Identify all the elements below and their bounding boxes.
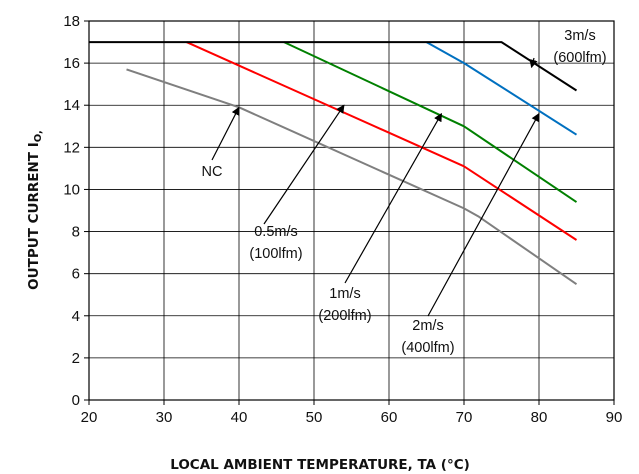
y-axis-title-main: OUTPUT CURRENT I [26,142,42,290]
series-lines [89,41,578,286]
annotation-label: 1m/s (200lfm) [318,286,371,324]
annotation-arrow [427,112,540,317]
series-line-3ms [89,41,578,92]
annotation-label: 3m/s (600lfm) [553,28,606,66]
series-line-05ms [186,41,578,241]
annotation-label-line: 1m/s [329,286,360,302]
y-tick-label: 16 [63,55,80,72]
y-tick-label: 18 [63,13,80,30]
x-tick-label: 90 [606,409,623,426]
annotation-label-line: 0.5m/s [254,224,298,240]
y-tick-label: 12 [63,139,80,156]
plot-border [88,20,615,401]
x-tick-label: 40 [231,409,248,426]
series-line-1ms [283,41,578,203]
x-tick-label: 60 [381,409,398,426]
annotation-label-line: 3m/s [564,28,595,44]
annotation-label: 2m/s (400lfm) [401,318,454,356]
tick-labels: 20 30 40 50 60 70 80 90 0 2 4 6 8 10 12 14 16 18 [63,13,622,426]
annotation-label-line: (100lfm) [249,246,302,262]
annotation-label-line: 2m/s [412,318,443,334]
grid [88,20,615,401]
y-tick-label: 10 [63,181,80,198]
y-tick-label: 2 [72,350,80,367]
annotation-label-line: (400lfm) [401,340,454,356]
annotation-label: NC [202,164,223,180]
series-line-2ms [426,41,578,136]
y-tick-label: 8 [72,224,80,241]
y-tick-label: 6 [72,266,80,283]
annotation-label-line: NC [202,164,223,180]
y-tick-label: 14 [63,97,80,114]
x-tick-label: 20 [81,409,98,426]
annotation-label-line: (200lfm) [318,308,371,324]
y-axis-title-subscript: O, [33,130,44,142]
annotation-arrow [529,57,538,69]
y-tick-label: 4 [72,308,80,325]
x-tick-label: 80 [531,409,548,426]
series-line-nc [126,68,578,286]
plot-frame [84,20,615,405]
x-tick-label: 30 [156,409,173,426]
y-axis-title: OUTPUT CURRENT IO, [26,130,44,290]
annotation-arrow [263,104,345,225]
annotation-label-line: (600lfm) [553,50,606,66]
x-tick-label: 50 [306,409,323,426]
annotation-label: 0.5m/s (100lfm) [249,224,302,262]
annotation-arrow [344,112,443,284]
y-tick-label: 0 [72,392,80,409]
annotations: NC 0.5m/s (100lfm) 1m/s (200lfm) 2m/s (400lfm)… [202,28,607,356]
annotation-arrow [211,106,240,161]
x-axis-title: LOCAL AMBIENT TEMPERATURE, TA (°C) [170,457,470,473]
x-tick-label: 70 [456,409,473,426]
